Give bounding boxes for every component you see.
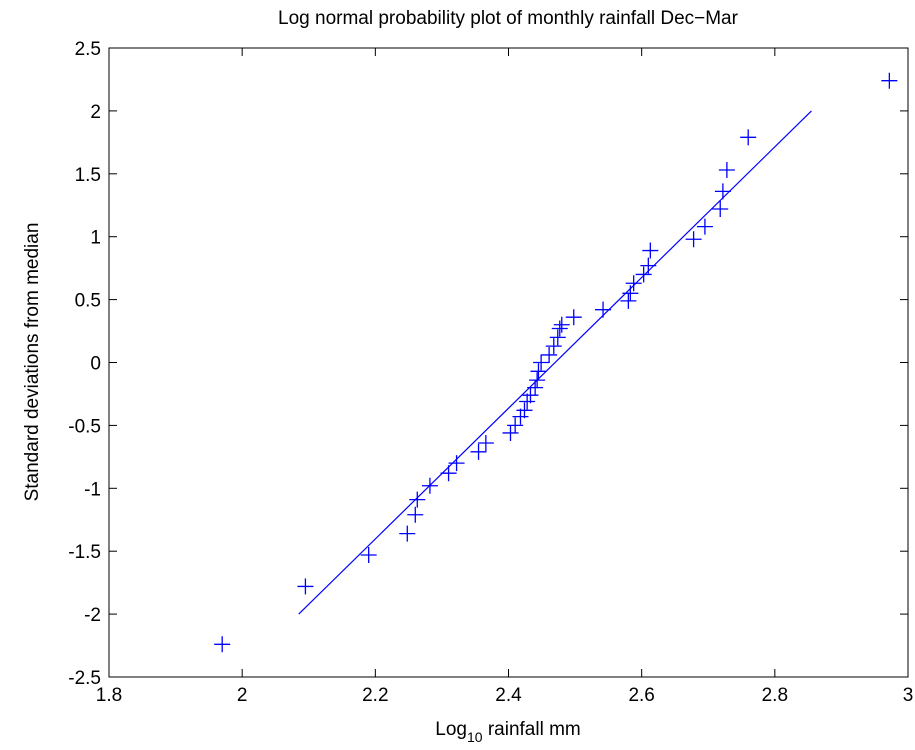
point	[541, 346, 558, 363]
point	[625, 275, 642, 292]
x-tick-label: 2	[237, 685, 248, 706]
point	[685, 231, 702, 248]
point	[507, 417, 524, 434]
point	[409, 491, 426, 508]
point	[399, 525, 416, 542]
point	[297, 578, 314, 595]
point	[620, 292, 637, 309]
point	[565, 309, 582, 326]
x-tick-label: 3	[903, 685, 914, 706]
y-tick-label: 2.5	[75, 39, 101, 60]
y-tick-label: 0	[90, 354, 101, 375]
x-label-base: Log	[435, 719, 467, 740]
x-tick-label: 2.2	[362, 685, 388, 706]
point	[533, 354, 550, 371]
point	[881, 72, 898, 89]
point	[712, 201, 729, 218]
plot-frame	[108, 47, 909, 678]
point	[516, 402, 533, 419]
point	[407, 506, 424, 523]
y-tick-label: -0.5	[68, 416, 101, 437]
point	[522, 387, 539, 404]
point	[360, 546, 377, 563]
y-tick-label: -1.5	[68, 542, 101, 563]
x-label-rest: rainfall mm	[483, 719, 581, 740]
x-tick-label: 2.4	[495, 685, 522, 706]
x-label-sub: 10	[467, 729, 483, 745]
y-tick-label: 1	[90, 228, 101, 249]
point	[696, 218, 713, 235]
point	[549, 329, 566, 346]
point	[740, 129, 757, 146]
x-tick-label: 2.6	[628, 685, 654, 706]
point	[642, 242, 659, 259]
point	[470, 443, 487, 460]
point	[530, 363, 547, 380]
x-tick-label: 2.8	[762, 685, 788, 706]
y-axis-label: Standard deviations from median	[22, 223, 43, 502]
y-tick-label: 2	[90, 102, 101, 123]
point	[551, 320, 568, 337]
point	[519, 393, 536, 410]
point	[553, 316, 570, 333]
point	[214, 636, 231, 653]
point	[718, 162, 735, 179]
y-tick-label: 1.5	[75, 165, 101, 186]
y-tick-label: -2	[84, 605, 101, 626]
x-tick-label: 1.8	[96, 685, 122, 706]
y-tick-label: -1	[84, 479, 101, 500]
x-axis-label: Log10 rainfall mm	[435, 719, 580, 745]
fit-line	[298, 110, 812, 615]
point	[545, 338, 562, 355]
point	[448, 455, 465, 472]
y-tick-label: -2.5	[68, 668, 101, 689]
chart-title: Log normal probability plot of monthly r…	[278, 8, 739, 29]
point	[477, 435, 494, 452]
point	[512, 408, 529, 425]
y-tick-label: 0.5	[75, 291, 101, 312]
point	[635, 266, 652, 283]
point	[502, 424, 519, 441]
point	[714, 183, 731, 200]
